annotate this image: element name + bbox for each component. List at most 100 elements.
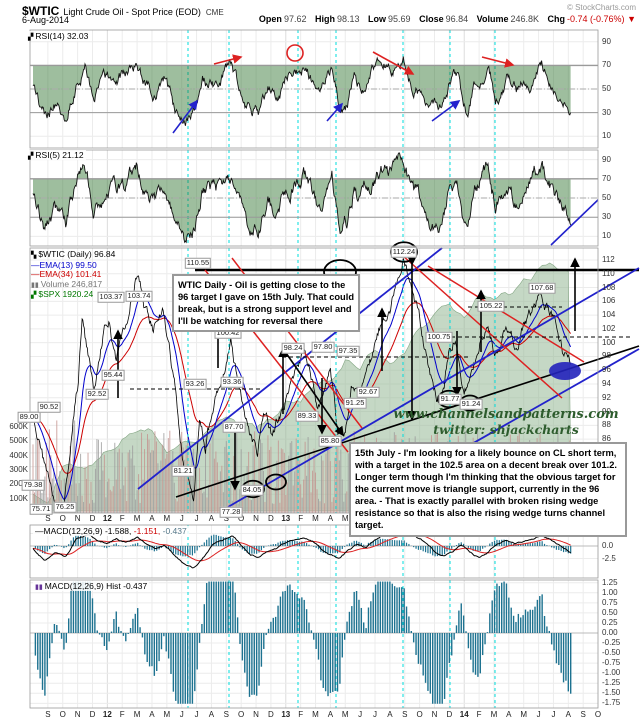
axis-tick-label: 400K <box>9 450 28 460</box>
legend-volume: ▮▮ Volume 246,817 <box>31 279 115 291</box>
month-label: S <box>580 710 586 719</box>
trendline-red <box>427 265 585 363</box>
ohlc-strip: Open 97.62 High 98.13 Low 95.69 Close 96.84 … <box>253 14 636 24</box>
high-label: High <box>314 14 335 24</box>
price-label: 77.28 <box>219 506 243 518</box>
annotation-box-top: WTIC Daily - Oil is getting close to the… <box>172 274 360 333</box>
axis-tick-label: 0.00 <box>602 628 618 637</box>
copyright-link[interactable]: © StockCharts.com <box>566 3 636 12</box>
price-label: 112.24 <box>390 246 418 258</box>
price-label: 91.24 <box>459 398 483 410</box>
price-label: 76.25 <box>53 501 77 513</box>
macd-hist-label-text: MACD(12,26,9) Hist -0.437 <box>44 581 148 591</box>
axis-tick-label: 100 <box>602 337 616 347</box>
month-label: M <box>163 710 171 719</box>
main-legend: ▚ $WTIC (Daily) 96.84 —EMA(13) 99.50 —EMA… <box>31 249 116 301</box>
rsi-bearish-arrow <box>213 54 243 65</box>
measured-move-arrow <box>285 352 344 437</box>
month-label: D <box>268 514 274 523</box>
axis-tick-label: 0.50 <box>602 607 618 617</box>
price-label: 93.26 <box>183 378 207 390</box>
axis-tick-label: 86 <box>602 434 611 444</box>
month-label: S <box>402 710 408 719</box>
rsi14-label: ▞ RSI(14) 32.03 <box>26 31 91 41</box>
axis-tick-label: 0.0 <box>602 541 614 550</box>
high-value: 98.13 <box>336 14 360 24</box>
price-label: 79.38 <box>21 479 45 491</box>
rsi-bearish-arrow <box>372 51 415 75</box>
axis-tick-label: 94 <box>602 378 611 388</box>
month-label: A <box>327 710 334 719</box>
legend-ema34: —EMA(34) 101.41 <box>31 269 115 280</box>
volume-value: 246.8K <box>510 14 540 24</box>
month-label: A <box>327 514 334 523</box>
rsi-bullish-arrow <box>431 100 461 122</box>
price-label: 95.44 <box>101 369 125 381</box>
rsi5-label: ▞ RSI(5) 21.12 <box>26 150 86 160</box>
rsi-bearish-arrow <box>481 56 515 68</box>
month-label: M <box>341 514 349 523</box>
chart-header: $WTIC Light Crude Oil - Spot Price (EOD) C… <box>22 2 224 20</box>
rsi5-trendline <box>550 198 598 246</box>
close-label: Close <box>419 14 444 24</box>
exchange: CME <box>205 8 224 17</box>
macd-value1: -1.588, <box>104 526 132 536</box>
axis-tick-label: 600K <box>9 421 28 431</box>
open-label: Open <box>258 14 282 24</box>
month-label: A <box>208 710 215 719</box>
price-label: 103.74 <box>125 290 153 302</box>
trendline-red <box>401 254 563 399</box>
month-label: N <box>74 710 81 719</box>
price-label: 92.52 <box>85 388 109 400</box>
chg-label: Chg <box>547 14 566 24</box>
rsi-bullish-arrow <box>326 102 344 122</box>
axis-tick-label: -0.75 <box>602 658 621 668</box>
axis-tick-label: 50 <box>602 193 611 202</box>
ema13-line-icon: — <box>31 259 40 270</box>
axis-tick-label: 30 <box>602 212 611 222</box>
month-label: M <box>133 514 141 523</box>
month-label: 12 <box>102 514 112 523</box>
month-label: M <box>490 710 498 719</box>
price-label: 98.24 <box>281 342 305 354</box>
month-label: D <box>268 710 274 719</box>
month-label: J <box>358 710 363 719</box>
month-label: O <box>238 710 245 719</box>
price-label: 89.00 <box>17 411 41 423</box>
month-label: A <box>565 710 571 719</box>
month-label: D <box>89 514 96 523</box>
ema34-line-icon: — <box>31 269 40 280</box>
legend-price-text: $WTIC (Daily) 96.84 <box>38 249 116 259</box>
price-label: 97.35 <box>336 345 360 357</box>
axis-tick-label: 500K <box>9 436 28 446</box>
month-label: M <box>341 710 349 719</box>
axis-tick-label: 70 <box>602 173 611 183</box>
axis-tick-label: 92 <box>602 392 611 402</box>
macd-label: —MACD(12,26,9) -1.588, -1.151, -0.437 <box>33 526 189 536</box>
axis-tick-label: 30 <box>602 107 611 117</box>
legend-ema13: —EMA(13) 99.50 <box>31 259 115 271</box>
macd-name: MACD(12,26,9) <box>43 526 103 536</box>
indicator-icon: ▞ <box>28 34 34 41</box>
chart-date: 6-Aug-2014 <box>22 15 70 25</box>
month-label: J <box>551 710 556 719</box>
price-label: 103.37 <box>97 291 125 303</box>
month-label: S <box>45 514 51 523</box>
axis-tick-label: 106 <box>602 296 616 306</box>
watermark-url: www.channelsandpatterns.com <box>393 407 619 422</box>
price-label: 91.77 <box>438 393 462 405</box>
axis-tick-label: -1.50 <box>602 688 621 698</box>
price-label: 97.80 <box>311 341 335 353</box>
month-label: F <box>476 710 482 719</box>
month-label: S <box>223 514 229 523</box>
price-label: 90.52 <box>37 401 61 413</box>
month-label: A <box>208 514 215 523</box>
month-label: M <box>133 710 141 719</box>
axis-tick-label: 110 <box>602 268 615 278</box>
price-label: 107.68 <box>528 282 556 294</box>
axis-tick-label: -1.75 <box>602 698 621 708</box>
legend-spx-text: $SPX 1920.24 <box>38 289 94 300</box>
axis-tick-label: 104 <box>602 310 616 320</box>
chg-value: -0.74 (-0.76%) <box>567 14 625 24</box>
month-label: J <box>194 514 199 523</box>
